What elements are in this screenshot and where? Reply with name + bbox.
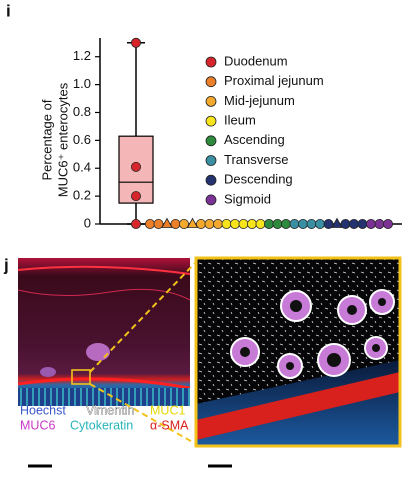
y-tick-label: 0.4 [73, 160, 91, 175]
legend-swatch [205, 115, 217, 127]
data-point [331, 217, 343, 228]
data-point [272, 218, 283, 229]
legend-swatch [205, 194, 217, 206]
panel-label: j [3, 255, 9, 274]
data-point [263, 218, 274, 229]
data-point [306, 218, 317, 229]
data-point [144, 218, 155, 229]
y-axis-label: Percentage of [39, 99, 54, 180]
legend-swatch [205, 155, 217, 166]
data-point [280, 218, 291, 229]
y-tick-label: 0.2 [73, 188, 91, 203]
zoom-connector [89, 383, 197, 445]
data-point [357, 218, 368, 229]
data-point [246, 218, 257, 229]
legend-label: Sigmoid [224, 191, 271, 206]
data-point [204, 218, 215, 229]
y-tick-label: 1.0 [73, 76, 91, 91]
legend-label: Mid-jejunum [224, 93, 295, 108]
legend-label: Ileum [224, 113, 256, 128]
box-plot: 0 0.2 0.4 0.6 0.8 1.0 1.2 Duodenum Proximal jeju… [73, 37, 402, 230]
data-point [161, 217, 173, 228]
y-tick-label: 0.8 [73, 104, 91, 119]
panel-label: i [6, 1, 11, 20]
data-point [130, 37, 141, 48]
y-tick-label: 0 [84, 215, 91, 230]
data-point [365, 218, 376, 229]
data-point [289, 218, 300, 229]
stain-label: MUC6 [20, 418, 55, 432]
stain-label: Cytokeratin [70, 418, 133, 432]
y-tick-label: 0.6 [73, 132, 91, 147]
stain-label: MUC1 [150, 403, 185, 417]
data-point [297, 218, 308, 229]
legend-swatch [205, 96, 217, 107]
data-point [221, 218, 232, 229]
data-point [130, 191, 141, 202]
legend-swatch [205, 56, 217, 68]
data-point [212, 218, 223, 229]
data-point [340, 218, 351, 229]
data-point [186, 217, 199, 228]
data-point [238, 218, 249, 229]
data-point [229, 218, 240, 229]
data-point [314, 218, 325, 229]
data-point [130, 218, 141, 229]
data-point [323, 218, 334, 229]
y-axis-label: MUC6⁺ enterocytes [55, 82, 70, 197]
stain-label: α-SMA [150, 418, 189, 432]
legend-label: Duodenum [224, 53, 288, 68]
legend-label: Descending [224, 172, 293, 187]
data-point [255, 218, 266, 229]
data-point [153, 218, 164, 229]
data-point [348, 218, 359, 229]
legend-swatch [205, 135, 217, 147]
tissue-overview-image [17, 258, 191, 406]
data-point [178, 218, 189, 229]
stain-label: Vimentin [86, 403, 134, 417]
data-point [374, 218, 385, 229]
data-point [382, 218, 393, 229]
y-tick-label: 1.2 [73, 48, 91, 63]
legend-label: Proximal jejunum [224, 73, 324, 88]
data-point [130, 161, 141, 172]
data-point [195, 218, 206, 229]
zoom-connector [89, 261, 197, 373]
tissue-zoom-image [194, 256, 402, 448]
legend-label: Transverse [224, 152, 289, 167]
legend-swatch [205, 76, 217, 88]
data-point [170, 218, 181, 229]
legend-label: Ascending [224, 132, 285, 147]
legend-swatch [205, 174, 217, 186]
stain-label: Hoechst [20, 403, 66, 417]
